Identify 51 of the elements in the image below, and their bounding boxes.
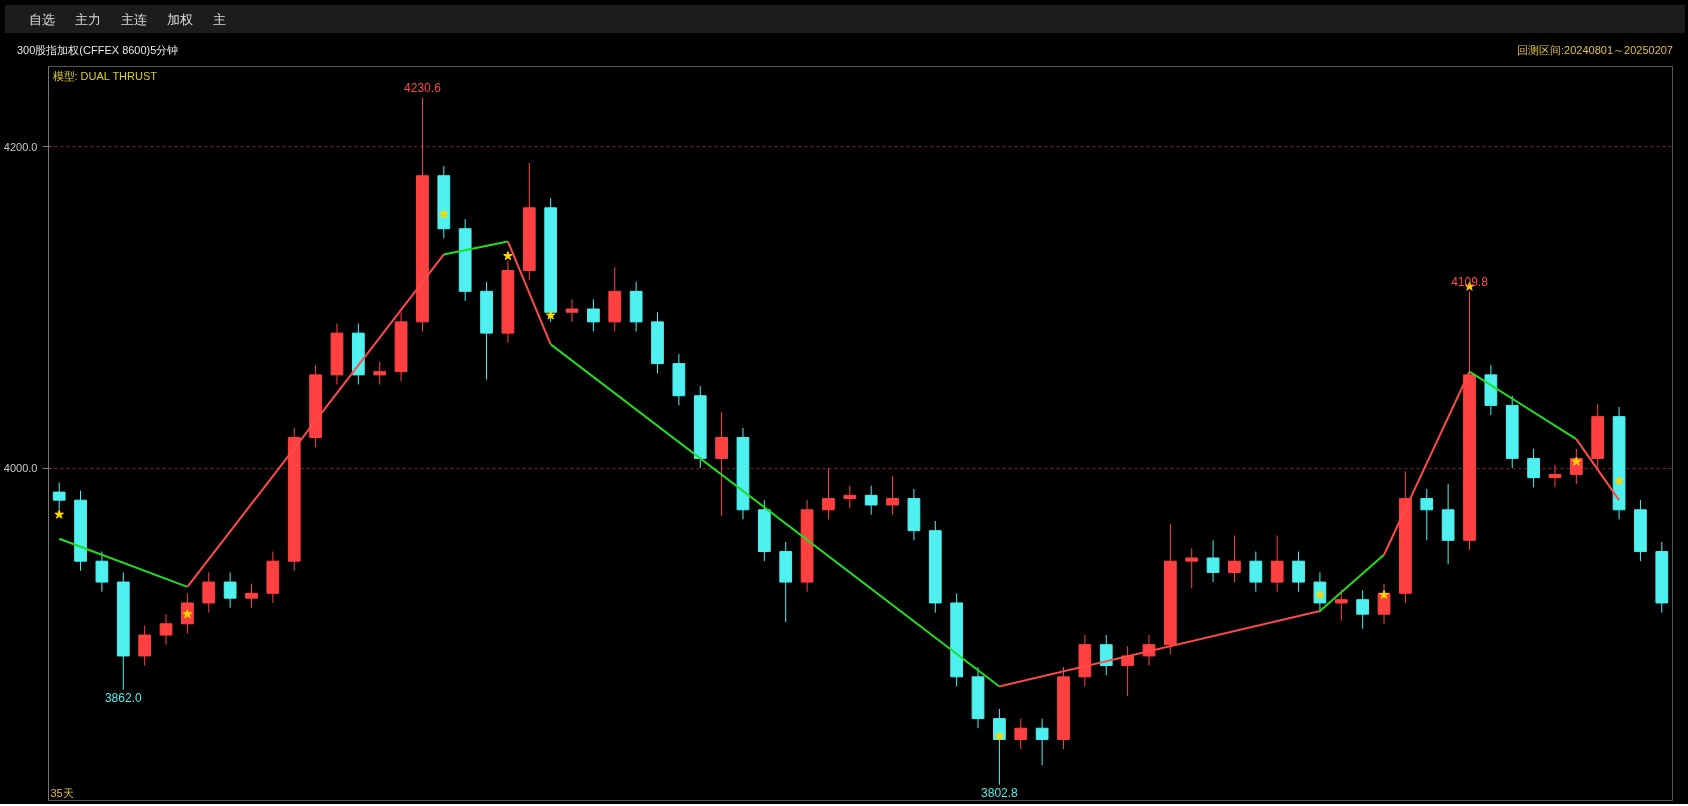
chart-title: 300股指加权(CFFEX 8600)5分钟: [17, 43, 179, 58]
y-tick-label: 4000.0: [3, 462, 38, 475]
candlestick: [1334, 589, 1348, 622]
text: 回测区间:20240801～20250207: [1517, 43, 1673, 58]
candlestick: [202, 571, 216, 614]
candlestick: [159, 613, 173, 646]
annotation: 3802.8: [981, 785, 1019, 800]
candlestick: [886, 475, 899, 516]
point: [994, 731, 1005, 741]
candlestick: [1292, 551, 1305, 593]
candlestick: [565, 298, 579, 323]
candlestick: [1142, 634, 1156, 667]
point: [1379, 589, 1389, 600]
candlestick: [1420, 488, 1434, 541]
candlestick: [864, 485, 878, 516]
annotation: 模型: DUAL THRUST: [52, 69, 158, 82]
candlestick: [95, 551, 109, 593]
candlestick: [1228, 534, 1241, 583]
candlestick: [223, 571, 237, 609]
text: 主力: [75, 12, 101, 27]
annotation: 35天: [50, 786, 74, 799]
text: 主: [213, 12, 226, 27]
candlestick: [715, 411, 728, 517]
candlestick: [373, 361, 387, 386]
annotation: 4109.8: [1451, 274, 1489, 289]
candlestick: [1548, 464, 1562, 488]
candlestick: [1099, 634, 1113, 676]
candlestick: [245, 583, 258, 609]
candlestick: [1185, 547, 1199, 589]
candlestick: [1206, 539, 1220, 583]
point: [503, 251, 513, 261]
point: [54, 509, 64, 519]
annotation: 4230.6: [404, 80, 442, 95]
text: 加权: [167, 12, 193, 27]
point: [1614, 475, 1624, 486]
point: [545, 310, 556, 320]
candlestick: [1035, 718, 1049, 766]
candlestick: [843, 485, 857, 509]
candlestick: [138, 624, 152, 667]
text: 自选: [29, 12, 55, 27]
text: 主连: [121, 12, 147, 27]
candlestick: [1249, 551, 1263, 593]
candlestick: [1527, 448, 1540, 488]
candlestick: [1014, 718, 1028, 750]
annotation: 3862.0: [104, 690, 142, 705]
point: [439, 209, 449, 219]
candlestick: [587, 298, 600, 333]
y-tick-label: 4200.0: [3, 140, 38, 153]
candlestick: [1270, 534, 1284, 593]
candlestick: [822, 467, 835, 520]
candlestick: [1356, 589, 1370, 630]
